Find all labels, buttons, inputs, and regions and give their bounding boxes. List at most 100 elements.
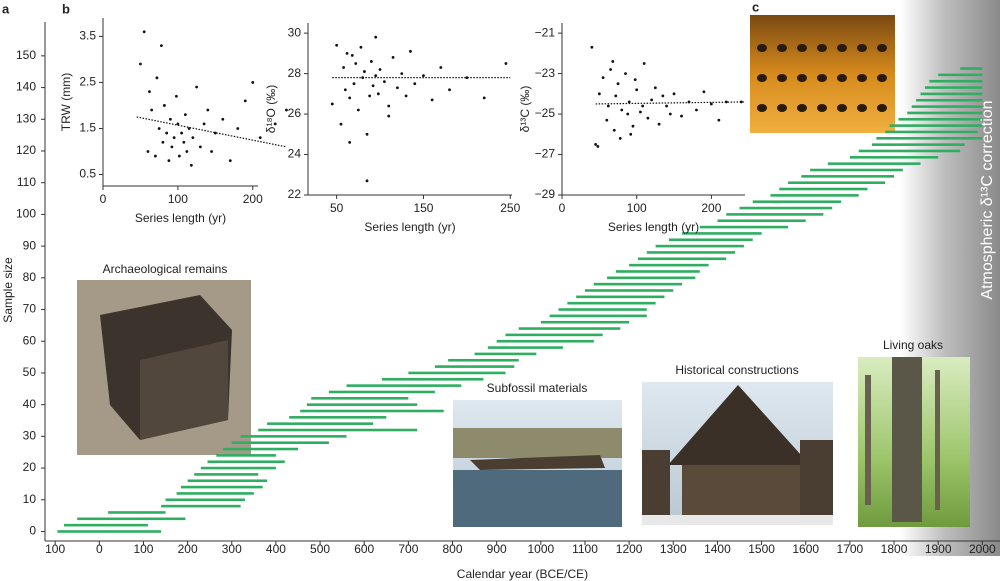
point <box>627 100 631 104</box>
range-bar <box>300 409 444 413</box>
point <box>680 114 683 118</box>
range-bar <box>668 238 753 242</box>
photo-detail <box>892 357 922 522</box>
range-bar <box>770 194 859 197</box>
photo-detail <box>877 44 887 52</box>
point <box>182 140 186 144</box>
point <box>163 104 166 107</box>
x-tick-label: 700 <box>398 542 418 556</box>
point <box>236 127 240 130</box>
point <box>702 90 706 94</box>
point <box>391 56 395 59</box>
range-bar <box>216 454 276 457</box>
range-bar <box>584 289 674 292</box>
x-tick-label: 200 <box>243 192 263 206</box>
range-bar <box>311 397 409 400</box>
point <box>165 131 169 135</box>
point <box>339 122 343 126</box>
x-tick-label: 800 <box>443 542 463 556</box>
point <box>195 85 198 89</box>
range-bar <box>194 473 259 476</box>
photo-detail <box>817 74 827 82</box>
range-bar <box>540 320 630 324</box>
y-tick-label: 120 <box>16 143 36 157</box>
range-bar <box>607 276 696 280</box>
point <box>221 117 225 121</box>
point <box>176 122 180 126</box>
y-tick-label: −27 <box>535 147 556 161</box>
point <box>170 145 174 149</box>
photo-detail <box>797 104 807 112</box>
range-bar <box>637 257 727 261</box>
point <box>709 102 713 106</box>
point <box>387 104 391 108</box>
x-tick-label: 1200 <box>616 542 643 556</box>
point <box>590 45 594 49</box>
photo-detail <box>642 515 833 525</box>
point <box>626 112 630 116</box>
y-tick-label: 110 <box>17 175 36 189</box>
photo-detail <box>817 104 827 112</box>
point <box>330 102 334 106</box>
range-bar <box>858 149 961 153</box>
point <box>348 140 352 144</box>
point <box>422 74 425 78</box>
x-tick-label: 1700 <box>837 542 864 556</box>
range-bar <box>788 181 886 184</box>
range-bar <box>258 428 418 432</box>
point <box>642 62 646 65</box>
point <box>633 78 637 82</box>
point <box>345 51 349 55</box>
x-axis-label: Series length (yr) <box>135 211 226 225</box>
range-bar <box>699 225 789 229</box>
point <box>614 94 618 98</box>
point <box>378 68 382 71</box>
point <box>350 53 354 57</box>
point <box>376 92 380 96</box>
point <box>653 86 657 90</box>
y-axis-label: Sample size <box>1 257 15 323</box>
point <box>672 92 676 96</box>
x-tick-label: 2000 <box>969 542 996 556</box>
range-bar <box>889 124 983 127</box>
point <box>448 88 451 92</box>
range-bar <box>505 333 603 337</box>
x-tick-label: 1900 <box>925 542 952 556</box>
range-bar <box>810 168 903 172</box>
range-bar <box>929 79 983 83</box>
point <box>168 117 172 121</box>
point <box>650 98 654 102</box>
y-tick-label: 30 <box>288 25 302 39</box>
photo-label: Living oaks <box>883 338 943 352</box>
photos <box>77 15 970 527</box>
point <box>146 150 150 153</box>
photo-detail <box>857 104 867 112</box>
range-bar <box>567 301 656 305</box>
y-tick-label: 50 <box>23 365 37 379</box>
photo-detail <box>140 340 228 440</box>
point <box>157 127 161 130</box>
y-tick-label: −29 <box>535 187 556 201</box>
photo-detail <box>877 104 887 112</box>
point <box>739 100 743 104</box>
point <box>413 82 417 86</box>
y-tick-label: 0 <box>29 524 36 538</box>
y-tick-label: 60 <box>23 333 37 347</box>
point <box>155 76 159 80</box>
point <box>620 108 624 112</box>
point <box>167 159 171 163</box>
point <box>359 45 363 49</box>
x-tick-label: 100 <box>45 542 65 556</box>
point <box>180 131 184 135</box>
range-bar <box>77 517 186 521</box>
x-tick-label: 1300 <box>660 542 687 556</box>
photo-detail <box>453 470 622 527</box>
point <box>400 72 404 75</box>
point <box>639 110 642 114</box>
y-tick-label: 26 <box>288 106 302 120</box>
range-bar <box>898 117 983 121</box>
x-tick-label: 1800 <box>881 542 908 556</box>
point <box>605 118 609 122</box>
point <box>609 68 612 71</box>
point <box>243 99 247 103</box>
